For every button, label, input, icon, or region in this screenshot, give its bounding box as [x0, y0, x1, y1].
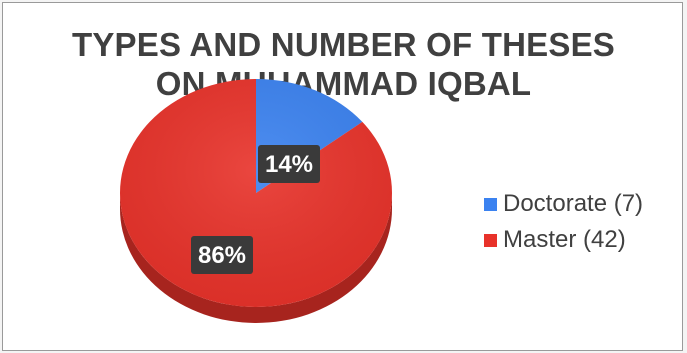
data-label-text: 14%	[265, 151, 313, 178]
legend-swatch	[484, 198, 497, 211]
legend-swatch	[484, 234, 497, 247]
legend-item-doctorate: Doctorate (7)	[484, 190, 643, 217]
chart-title: TYPES AND NUMBER OF THESES ON MUHAMMAD I…	[3, 25, 684, 103]
data-label-doctorate: 14%	[258, 145, 320, 183]
chart-legend: Doctorate (7) Master (42)	[484, 190, 643, 253]
pie-chart: 14% 86% Doctorate (7) Master (42)	[119, 79, 643, 323]
data-label-box	[191, 236, 253, 274]
pie-slices	[119, 79, 392, 308]
pie-shading	[120, 79, 392, 307]
data-label-text: 86%	[198, 242, 246, 269]
legend-label: Doctorate (7)	[503, 190, 643, 217]
data-label-master: 86%	[191, 236, 253, 274]
legend-item-master: Master (42)	[484, 226, 626, 253]
legend-label: Master (42)	[503, 226, 626, 253]
data-label-box	[258, 145, 320, 183]
pie-data-labels: 14% 86%	[191, 145, 320, 274]
chart-title-line-1: TYPES AND NUMBER OF THESES	[71, 26, 616, 63]
